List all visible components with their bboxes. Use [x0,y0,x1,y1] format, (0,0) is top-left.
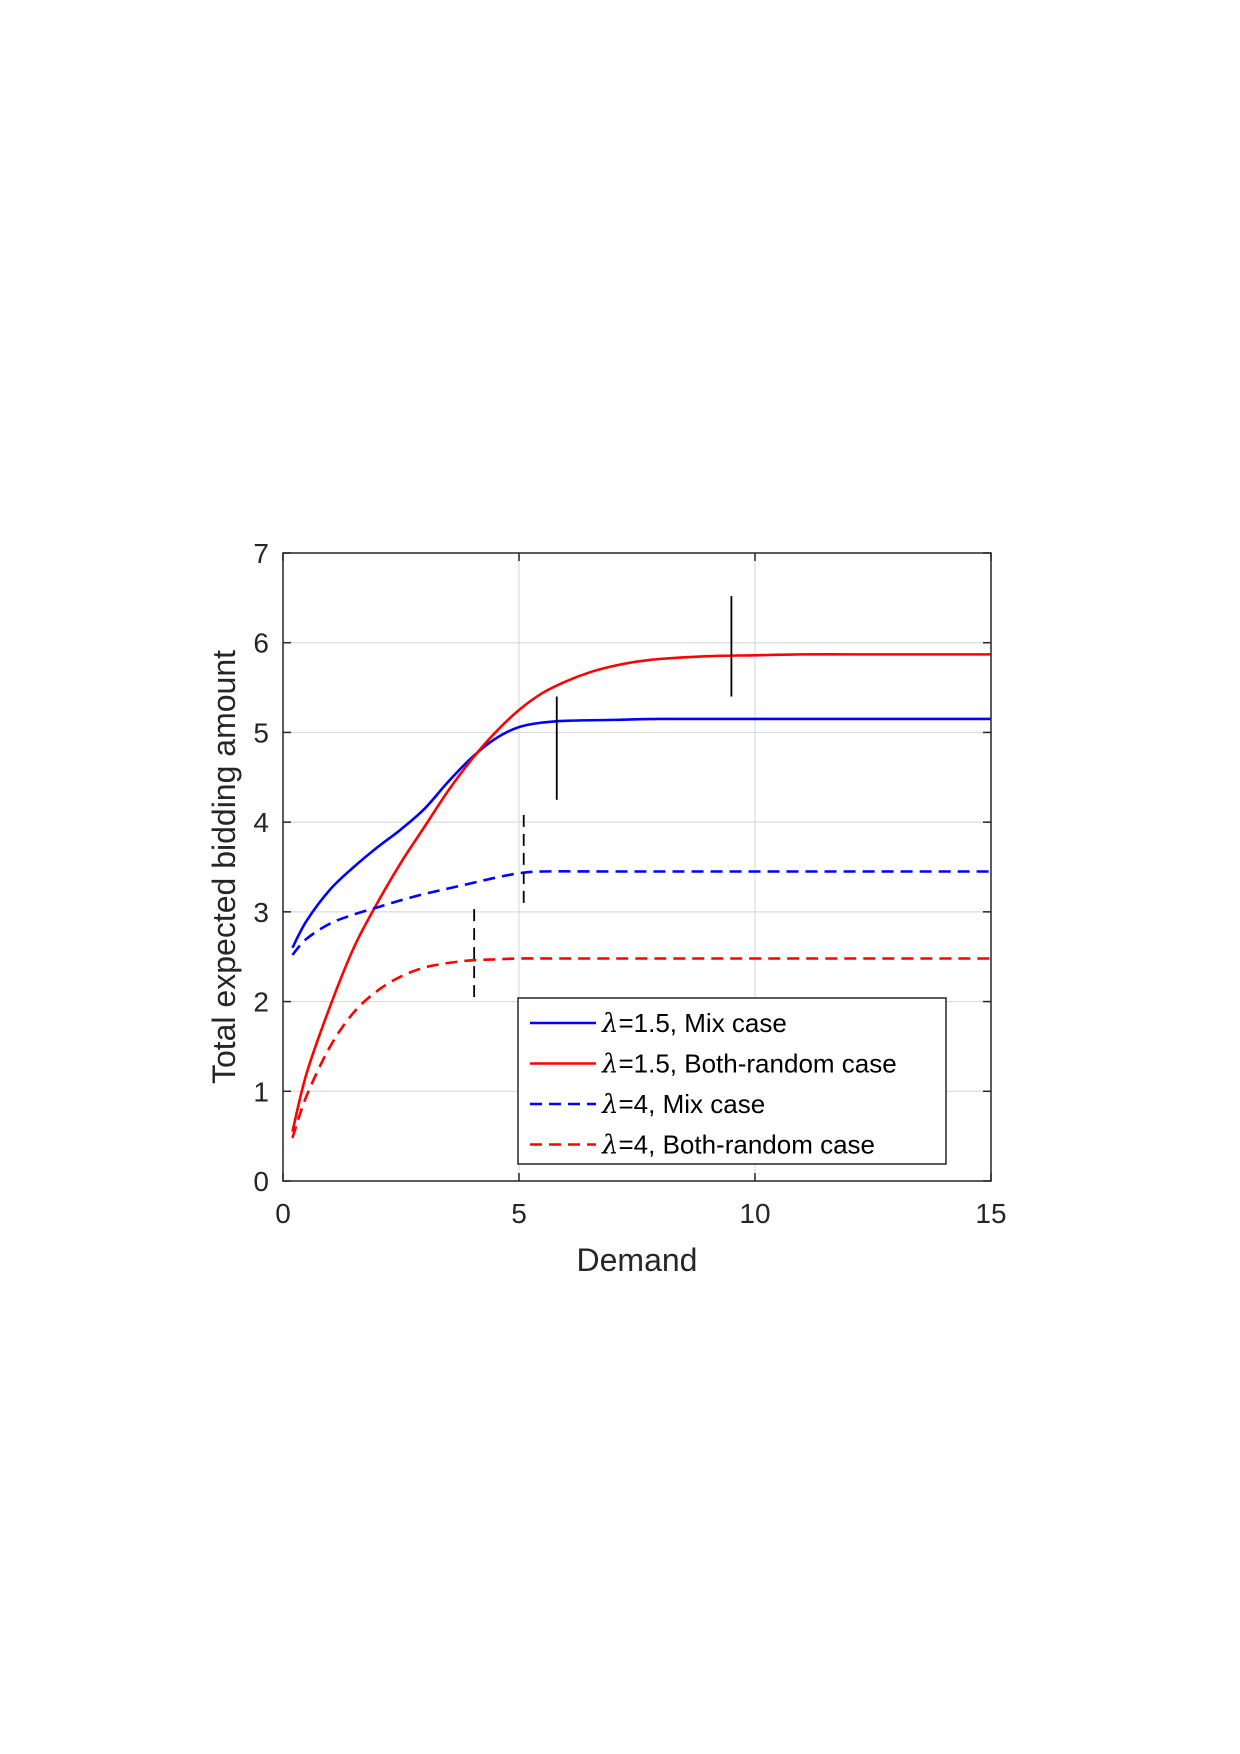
marker-layer [473,596,733,998]
ticks [282,552,992,1182]
series-line-4 [291,957,991,1139]
legend-lambda-symbol: λ [601,1009,618,1039]
legend-lambda-symbol: λ [601,1050,618,1080]
y-tick-label: 6 [253,628,269,659]
legend-entry-3: λ=4, Mix case [601,1089,765,1120]
y-tick-label: 5 [253,717,269,748]
x-tick-label: 15 [975,1198,1006,1229]
tick-labels: 0 5 10 15 0 1 2 3 4 5 6 7 [253,538,1006,1229]
y-tick-label: 0 [253,1166,269,1197]
series-layer [291,653,992,1139]
y-axis-label: Total expected bidding amount [206,650,242,1084]
legend-label-text: =4, Both-random case [618,1130,875,1160]
x-axis-label: Demand [577,1242,698,1278]
axes-frame [282,552,992,1182]
series-line-1 [291,717,991,949]
y-tick-label: 1 [253,1076,269,1107]
legend-entry-2: λ=1.5, Both-random case [601,1049,897,1080]
x-tick-label: 5 [511,1198,527,1229]
y-tick-label: 7 [253,538,269,569]
series-line-2 [291,653,991,1132]
legend-box [517,997,947,1165]
legend-lambda-symbol: λ [601,1131,618,1161]
legend-label-text: =1.5, Mix case [618,1008,786,1038]
y-tick-label: 2 [253,987,269,1018]
legend-entry-4: λ=4, Both-random case [601,1130,875,1161]
series-line-3 [291,870,992,956]
y-tick-label: 3 [253,897,269,928]
y-tick-label: 4 [253,807,269,838]
legend-label-text: =1.5, Both-random case [618,1049,896,1079]
legend-entry-1: λ=1.5, Mix case [601,1008,787,1039]
legend-label-text: =4, Mix case [618,1089,765,1119]
x-tick-label: 0 [275,1198,291,1229]
x-tick-label: 10 [739,1198,770,1229]
legend-lambda-symbol: λ [601,1090,618,1120]
